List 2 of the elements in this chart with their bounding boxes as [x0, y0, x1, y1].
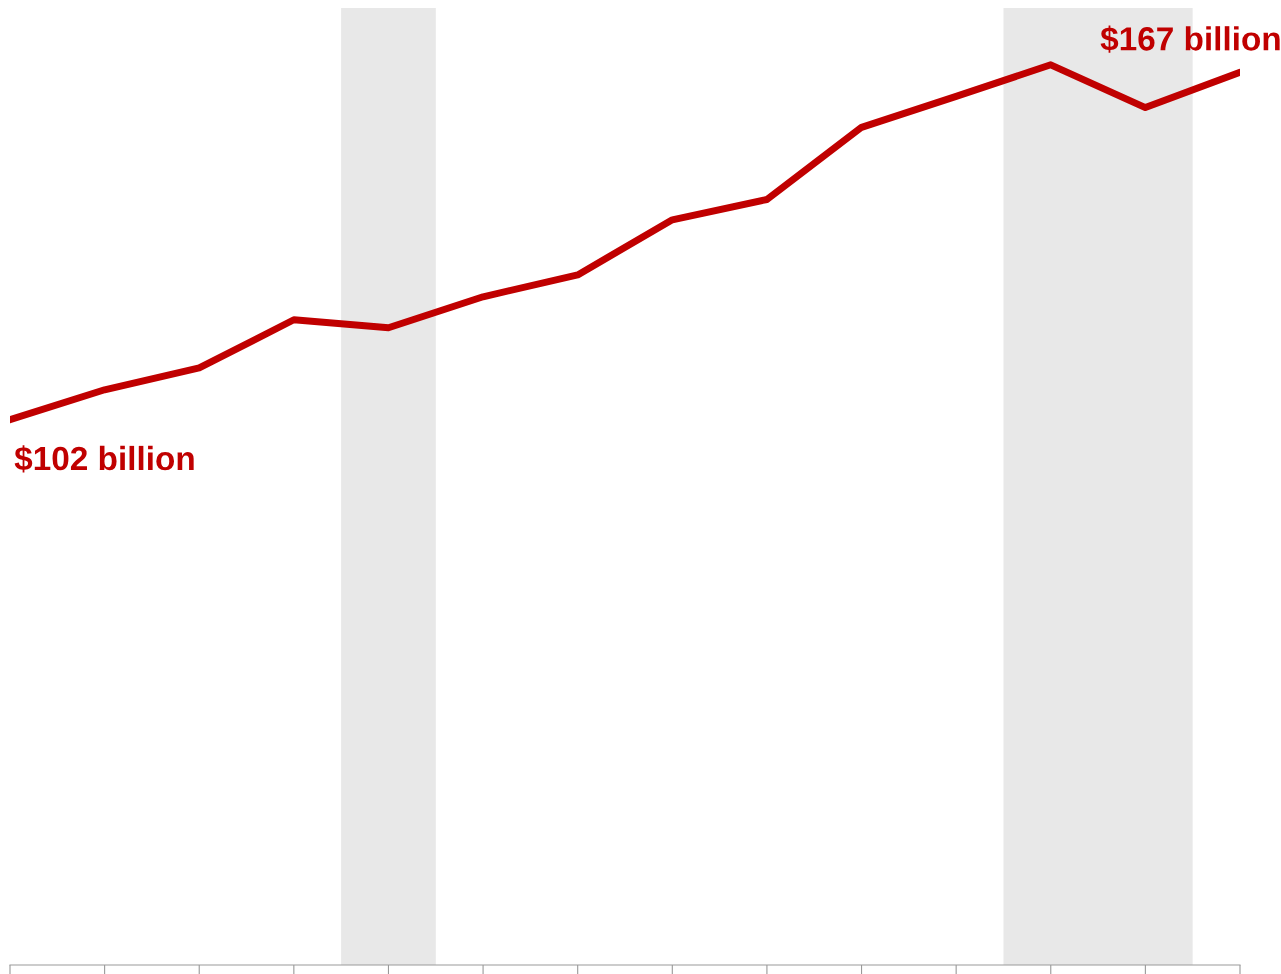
data-label: $102 billion	[14, 445, 194, 473]
data-label: $167 billion	[1100, 25, 1280, 53]
